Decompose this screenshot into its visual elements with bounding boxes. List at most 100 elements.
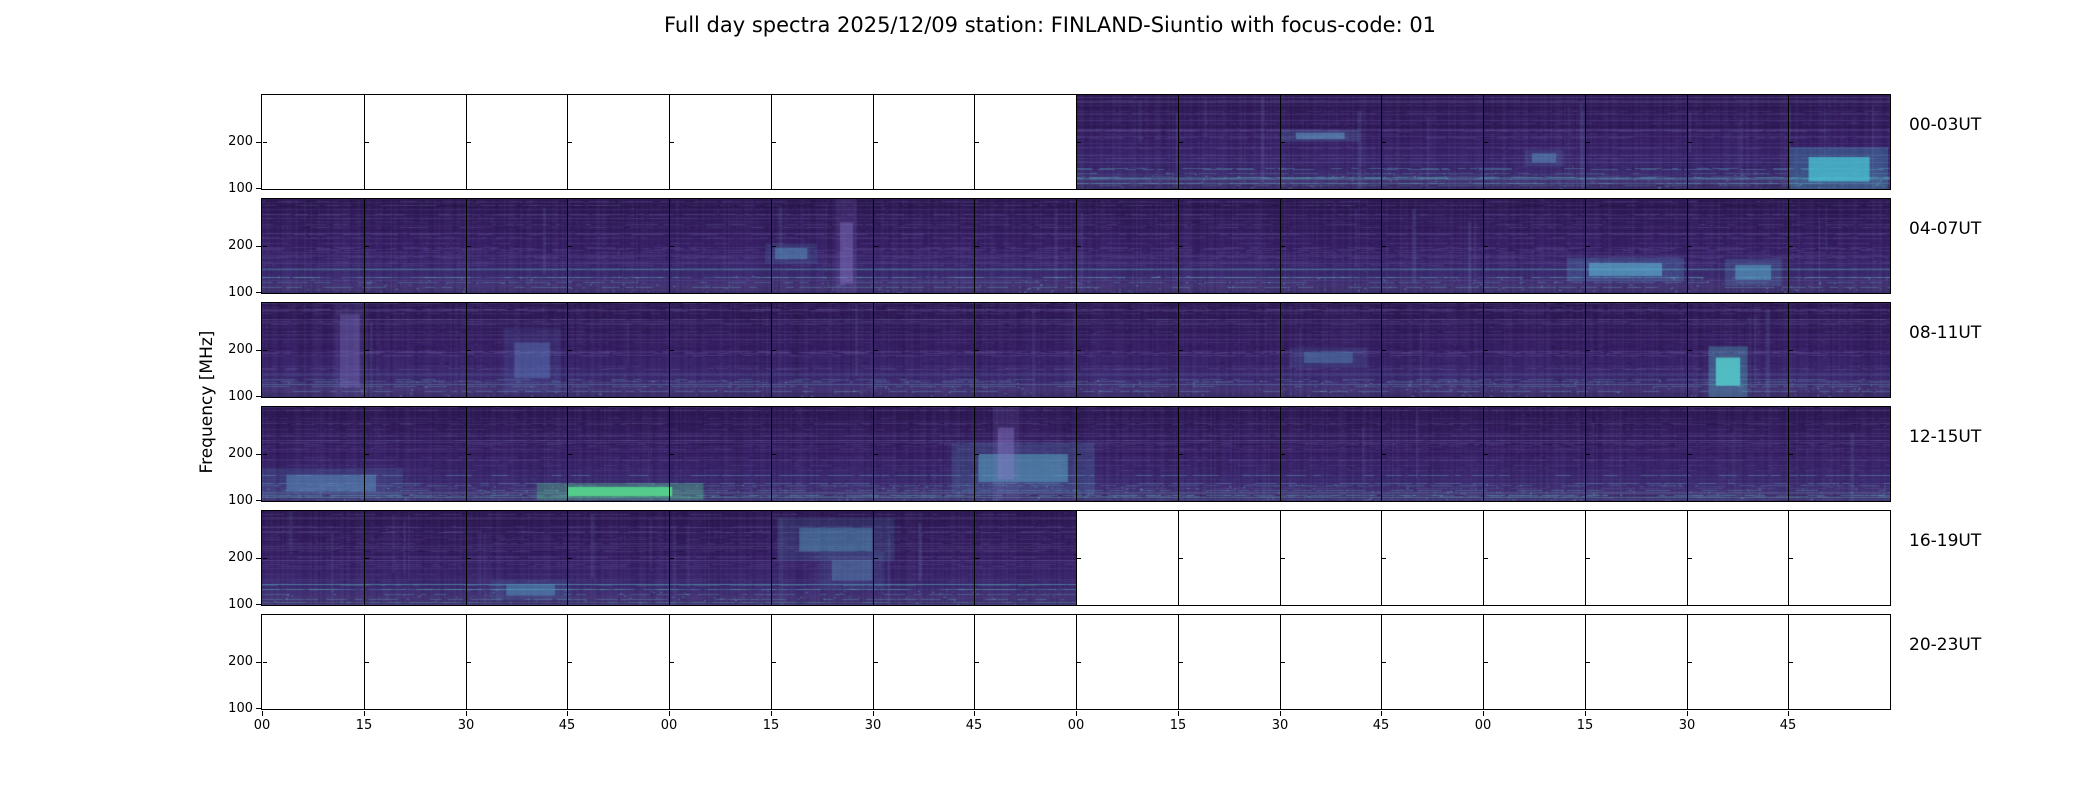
segment-ytick-mark [1179, 558, 1183, 559]
segment-ytick-mark [1586, 454, 1590, 455]
segment-boundary-line [974, 95, 975, 189]
segment-boundary-line [771, 303, 772, 397]
segment-ytick-mark [874, 350, 878, 351]
segment-boundary-line [1076, 407, 1077, 501]
segment-ytick-mark [263, 142, 267, 143]
segment-ytick-mark [975, 350, 979, 351]
x-tick-label: 15 [762, 718, 780, 733]
segment-ytick-mark [1484, 350, 1488, 351]
segment-boundary-line [364, 407, 365, 501]
segment-boundary-line [1381, 95, 1382, 189]
segment-boundary-line [873, 511, 874, 605]
segment-boundary-line [1178, 95, 1179, 189]
segment-boundary-line [669, 511, 670, 605]
x-tick-label: 15 [355, 718, 373, 733]
segment-boundary-line [1381, 615, 1382, 709]
y-tick-mark [256, 246, 261, 247]
segment-boundary-line [771, 199, 772, 293]
segment-boundary-line [1280, 199, 1281, 293]
segment-boundary-line [1381, 511, 1382, 605]
segment-ytick-mark [1789, 558, 1793, 559]
segment-ytick-mark [975, 142, 979, 143]
segment-ytick-mark [1484, 558, 1488, 559]
segment-boundary-line [1585, 407, 1586, 501]
segment-ytick-mark [772, 662, 776, 663]
x-tick-mark [1585, 711, 1586, 716]
segment-ytick-mark [568, 246, 572, 247]
segment-boundary-line [873, 615, 874, 709]
segment-ytick-mark [365, 558, 369, 559]
segment-ytick-mark [1077, 142, 1081, 143]
segment-ytick-mark [1586, 662, 1590, 663]
y-tick-label: 100 [228, 597, 253, 612]
segment-ytick-mark [1179, 454, 1183, 455]
segment-boundary-line [669, 95, 670, 189]
y-tick-label: 100 [228, 285, 253, 300]
segment-ytick-mark [874, 246, 878, 247]
spectrogram-row-08-11UT: 200 100 08-11UT [228, 302, 1981, 404]
segment-ytick-mark [1688, 142, 1692, 143]
segment-ytick-mark [263, 454, 267, 455]
segment-boundary-line [1381, 303, 1382, 397]
segment-boundary-line [364, 615, 365, 709]
segment-boundary-line [771, 511, 772, 605]
segment-ytick-mark [1281, 558, 1285, 559]
segment-ytick-mark [1077, 246, 1081, 247]
segment-ytick-mark [1281, 350, 1285, 351]
segment-boundary-line [1585, 615, 1586, 709]
segment-ytick-mark [467, 662, 471, 663]
segment-boundary-line [1585, 303, 1586, 397]
segment-boundary-line [364, 199, 365, 293]
segment-boundary-line [873, 303, 874, 397]
segment-ytick-mark [568, 558, 572, 559]
segment-boundary-line [1483, 95, 1484, 189]
segment-boundary-line [567, 407, 568, 501]
segment-boundary-line [1788, 615, 1789, 709]
y-tick-mark [256, 708, 261, 709]
x-tick-label: 30 [864, 718, 882, 733]
segment-ytick-mark [1484, 246, 1488, 247]
segment-ytick-mark [467, 142, 471, 143]
segment-ytick-mark [1281, 662, 1285, 663]
segment-boundary-line [1280, 95, 1281, 189]
x-tick-label: 45 [1372, 718, 1390, 733]
segment-ytick-mark [874, 558, 878, 559]
segment-boundary-line [1788, 303, 1789, 397]
segment-boundary-line [567, 303, 568, 397]
segment-boundary-line [1483, 615, 1484, 709]
segment-ytick-mark [1179, 246, 1183, 247]
segment-ytick-mark [1382, 350, 1386, 351]
segment-ytick-mark [1281, 246, 1285, 247]
segment-boundary-line [974, 303, 975, 397]
segment-boundary-line [873, 95, 874, 189]
segment-boundary-line [1178, 511, 1179, 605]
x-tick-mark [669, 711, 670, 716]
segment-ytick-mark [670, 662, 674, 663]
y-tick-label: 100 [228, 389, 253, 404]
segment-boundary-line [1788, 511, 1789, 605]
row-time-label: 20-23UT [1909, 635, 1982, 655]
segment-boundary-line [669, 407, 670, 501]
segment-boundary-line [466, 511, 467, 605]
segment-boundary-line [567, 511, 568, 605]
segment-boundary-line [1076, 615, 1077, 709]
segment-ytick-mark [1077, 350, 1081, 351]
x-tick-mark [364, 711, 365, 716]
segment-boundary-line [669, 303, 670, 397]
segment-ytick-mark [772, 246, 776, 247]
segment-ytick-mark [467, 350, 471, 351]
segment-ytick-mark [365, 350, 369, 351]
segment-boundary-line [1585, 95, 1586, 189]
x-tick-mark [771, 711, 772, 716]
segment-boundary-line [1687, 615, 1688, 709]
segment-ytick-mark [975, 662, 979, 663]
segment-ytick-mark [670, 454, 674, 455]
segment-boundary-line [771, 407, 772, 501]
x-tick-label: 45 [1779, 718, 1797, 733]
spectrogram-row-20-23UT: 200 100 20-23UT 00 15 30 45 00 15 30 45 00 15 30 45 00 1… [228, 614, 1981, 733]
x-tick-mark [1178, 711, 1179, 716]
segment-ytick-mark [1281, 454, 1285, 455]
x-tick-mark [1381, 711, 1382, 716]
segment-boundary-line [1687, 95, 1688, 189]
segment-boundary-line [1280, 615, 1281, 709]
